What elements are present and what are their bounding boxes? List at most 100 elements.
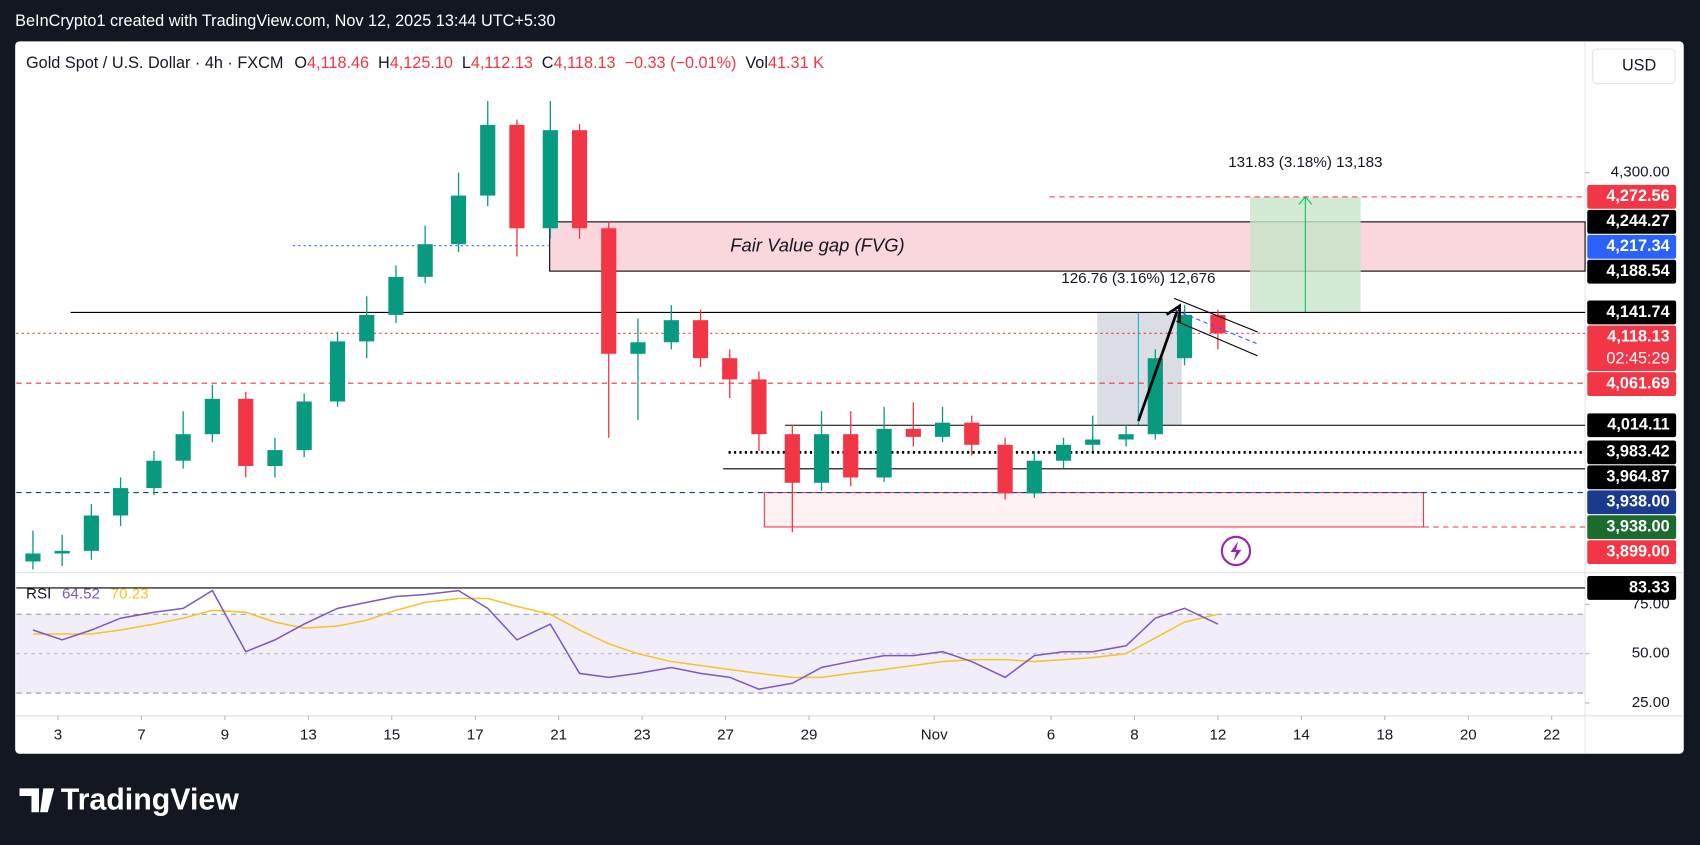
price-label: 3,964.87	[1606, 468, 1669, 486]
candle-body	[238, 398, 254, 467]
candle-body	[204, 398, 220, 435]
candle-body	[751, 379, 767, 435]
legend-value: 4,118.46	[307, 54, 369, 72]
legend-key: L	[462, 54, 471, 72]
brand-name: TradingView	[61, 783, 240, 816]
candle-body	[450, 195, 467, 245]
candle-body	[1147, 358, 1163, 435]
candle-body	[934, 422, 951, 437]
legend-symbol: Gold Spot / U.S. Dollar · 4h · FXCM	[26, 54, 283, 72]
rsi-line	[32, 589, 1219, 690]
x-tick-label: 6	[1047, 726, 1055, 743]
currency-label: USD	[1622, 57, 1656, 75]
candle-body	[267, 450, 283, 467]
x-tick-label: 15	[383, 726, 400, 743]
price-label: 4,014.11	[1607, 416, 1669, 434]
header-text: BeInCrypto1 created with TradingView.com…	[15, 12, 555, 30]
measure-box	[1097, 312, 1182, 426]
x-tick-label: 3	[54, 726, 62, 743]
candle-body	[25, 553, 41, 562]
rsi-line	[32, 597, 1219, 679]
x-tick-label: 20	[1460, 726, 1477, 743]
candle-body	[480, 124, 496, 196]
demand-zone	[763, 491, 1425, 528]
candle-body	[813, 434, 830, 483]
legend-key: H	[378, 54, 390, 72]
currency-button[interactable]	[1592, 48, 1676, 85]
candle-body	[1085, 439, 1101, 445]
candle-body	[630, 342, 646, 354]
candle-body	[997, 444, 1013, 494]
candle-body	[542, 130, 558, 229]
rsi-tick-label: 50.00	[1632, 645, 1670, 662]
x-tick-label: 29	[801, 726, 818, 743]
candle-body	[329, 341, 346, 402]
price-label-box	[1587, 490, 1677, 515]
fvg-label: Fair Value gap (FVG)	[730, 234, 904, 255]
price-label-box	[1587, 259, 1677, 284]
candle-body	[1118, 434, 1134, 440]
price-label-box	[1587, 300, 1677, 325]
price-label-box	[1587, 515, 1677, 540]
y-tick-label: 4,300.00	[1611, 164, 1670, 181]
candle-body	[843, 434, 859, 478]
x-tick-label: 12	[1209, 726, 1226, 743]
candle-body	[876, 428, 892, 478]
alert-icon-bolt	[1230, 541, 1242, 561]
x-tick-label: 23	[634, 726, 651, 743]
rsi-level-box	[1587, 576, 1677, 600]
impulse-line	[1137, 309, 1179, 422]
candle-body	[54, 550, 70, 554]
x-tick-label: 21	[550, 726, 567, 743]
channel-line	[1173, 297, 1258, 333]
price-label-box	[1587, 209, 1677, 234]
price-label: 4,141.74	[1606, 303, 1669, 321]
legend-key: O	[294, 54, 307, 72]
candle-body	[663, 320, 679, 343]
x-tick-label: 9	[221, 726, 229, 743]
measure-label: 126.76 (3.16%) 12,676	[1061, 270, 1215, 287]
candle-body	[905, 428, 921, 437]
price-label: 3,983.42	[1606, 443, 1669, 461]
price-label-box	[1587, 440, 1677, 465]
price-countdown: 02:45:29	[1606, 349, 1669, 367]
legend-value: 4,118.13	[554, 54, 616, 72]
price-label: 4,272.56	[1606, 187, 1669, 205]
price-label-box	[1587, 465, 1677, 490]
price-label-box	[1587, 540, 1677, 565]
legend-key: C	[542, 54, 554, 72]
x-tick-label: 17	[467, 726, 484, 743]
candle-body	[296, 401, 312, 451]
candle-body	[1055, 444, 1072, 461]
rsi-tick-label: 25.00	[1632, 694, 1670, 711]
rsi-value: 64.52	[62, 585, 100, 602]
fvg-zone	[549, 221, 1586, 272]
candle-body	[509, 124, 525, 229]
candle-body	[601, 228, 617, 354]
x-tick-label: 27	[717, 726, 734, 743]
candle-body	[964, 422, 980, 445]
candle-body	[112, 488, 129, 516]
channel-line	[1176, 320, 1258, 357]
x-tick-label: Nov	[921, 726, 948, 743]
x-tick-label: 14	[1293, 726, 1310, 743]
price-label: 3,938.00	[1606, 517, 1669, 535]
candle-body	[175, 434, 191, 461]
price-label-box	[1587, 234, 1677, 259]
x-tick-label: 18	[1376, 726, 1393, 743]
brand-logo: TradingView	[19, 783, 240, 816]
candle-body	[83, 515, 99, 551]
x-tick-label: 7	[137, 726, 145, 743]
rsi-title: RSI	[26, 585, 51, 602]
alert-icon[interactable]	[1220, 535, 1252, 567]
x-tick-label: 22	[1543, 726, 1560, 743]
price-label-box	[1587, 372, 1677, 396]
candle-body	[1210, 314, 1226, 334]
candle-body	[1026, 460, 1042, 494]
candle-body	[146, 460, 162, 489]
candle-body	[692, 320, 709, 359]
legend-value: 4,125.10	[390, 54, 453, 72]
price-label: 3,938.00	[1606, 493, 1669, 511]
